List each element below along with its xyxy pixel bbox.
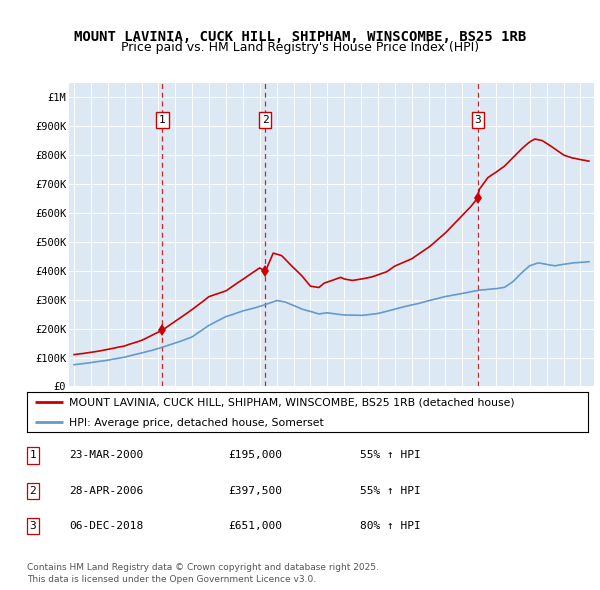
Text: Contains HM Land Registry data © Crown copyright and database right 2025.
This d: Contains HM Land Registry data © Crown c… (27, 563, 379, 584)
Text: £397,500: £397,500 (228, 486, 282, 496)
Text: 23-MAR-2000: 23-MAR-2000 (69, 451, 143, 460)
Text: 80% ↑ HPI: 80% ↑ HPI (360, 522, 421, 531)
Text: MOUNT LAVINIA, CUCK HILL, SHIPHAM, WINSCOMBE, BS25 1RB: MOUNT LAVINIA, CUCK HILL, SHIPHAM, WINSC… (74, 30, 526, 44)
Text: £651,000: £651,000 (228, 522, 282, 531)
Text: 55% ↑ HPI: 55% ↑ HPI (360, 451, 421, 460)
Text: 3: 3 (475, 115, 481, 125)
Text: MOUNT LAVINIA, CUCK HILL, SHIPHAM, WINSCOMBE, BS25 1RB (detached house): MOUNT LAVINIA, CUCK HILL, SHIPHAM, WINSC… (69, 398, 515, 408)
Text: £195,000: £195,000 (228, 451, 282, 460)
Text: HPI: Average price, detached house, Somerset: HPI: Average price, detached house, Some… (69, 418, 324, 428)
Text: 3: 3 (29, 522, 37, 531)
Text: 1: 1 (29, 451, 37, 460)
Text: 2: 2 (29, 486, 37, 496)
Text: 1: 1 (159, 115, 166, 125)
Text: 55% ↑ HPI: 55% ↑ HPI (360, 486, 421, 496)
Text: 2: 2 (262, 115, 269, 125)
Text: 06-DEC-2018: 06-DEC-2018 (69, 522, 143, 531)
Text: Price paid vs. HM Land Registry's House Price Index (HPI): Price paid vs. HM Land Registry's House … (121, 41, 479, 54)
Text: 28-APR-2006: 28-APR-2006 (69, 486, 143, 496)
